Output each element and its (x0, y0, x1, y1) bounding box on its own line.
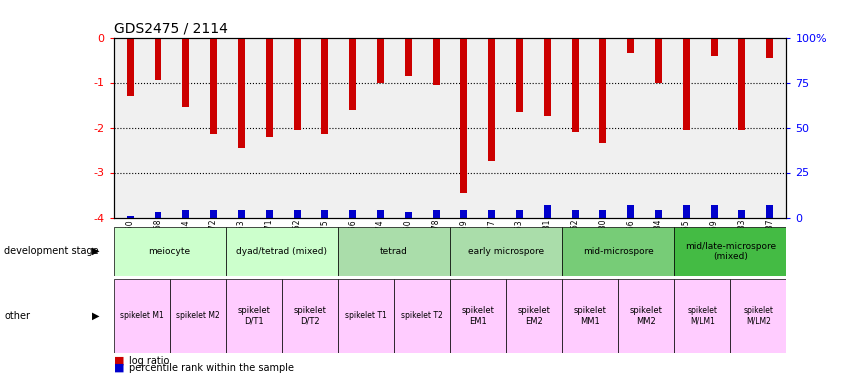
Text: mid-microspore: mid-microspore (583, 247, 653, 256)
Text: spikelet M2: spikelet M2 (176, 311, 220, 320)
Bar (432, 210, 440, 218)
Bar (321, 38, 328, 134)
Text: meiocyte: meiocyte (149, 247, 191, 256)
Bar (711, 205, 717, 218)
Text: dyad/tetrad (mixed): dyad/tetrad (mixed) (236, 247, 327, 256)
Bar (544, 38, 551, 116)
Bar (506, 279, 562, 352)
Text: spikelet
D/T1: spikelet D/T1 (237, 306, 270, 326)
Bar (127, 38, 134, 96)
Bar (182, 38, 189, 107)
Bar (738, 38, 745, 130)
Bar (618, 279, 674, 352)
Bar (155, 212, 161, 217)
Bar (394, 279, 450, 352)
Bar (562, 227, 674, 276)
Bar (155, 38, 161, 80)
Bar (450, 227, 562, 276)
Bar (488, 210, 495, 218)
Text: spikelet
MM1: spikelet MM1 (574, 306, 606, 326)
Bar (238, 210, 245, 218)
Bar (432, 38, 440, 85)
Text: early microspore: early microspore (468, 247, 544, 256)
Text: GDS2475 / 2114: GDS2475 / 2114 (114, 22, 227, 36)
Bar (572, 210, 579, 218)
Text: other: other (4, 311, 30, 321)
Bar (683, 205, 690, 218)
Bar (766, 38, 773, 58)
Bar (127, 216, 134, 217)
Text: mid/late-microspore
(mixed): mid/late-microspore (mixed) (685, 242, 776, 261)
Text: spikelet
MM2: spikelet MM2 (630, 306, 663, 326)
Bar (225, 227, 338, 276)
Bar (544, 205, 551, 218)
Bar (572, 38, 579, 132)
Bar (450, 279, 506, 352)
Bar (730, 279, 786, 352)
Text: spikelet
M/LM2: spikelet M/LM2 (743, 306, 774, 326)
Bar (282, 279, 338, 352)
Bar (627, 205, 634, 218)
Bar (114, 227, 225, 276)
Bar (170, 279, 225, 352)
Text: spikelet M1: spikelet M1 (119, 311, 163, 320)
Text: ▶: ▶ (92, 311, 99, 321)
Bar (294, 210, 300, 218)
Bar (405, 212, 412, 217)
Bar (210, 210, 217, 218)
Text: spikelet T2: spikelet T2 (401, 311, 442, 320)
Bar (210, 38, 217, 134)
Bar (655, 38, 662, 82)
Bar (738, 210, 745, 218)
Text: percentile rank within the sample: percentile rank within the sample (129, 363, 294, 373)
Text: spikelet
D/T2: spikelet D/T2 (294, 306, 326, 326)
Bar (338, 279, 394, 352)
Text: spikelet
M/LM1: spikelet M/LM1 (687, 306, 717, 326)
Bar (683, 38, 690, 130)
Text: ■: ■ (114, 363, 124, 373)
Bar (766, 205, 773, 218)
Bar (600, 210, 606, 218)
Bar (349, 38, 356, 109)
Bar (182, 210, 189, 218)
Text: spikelet
EM1: spikelet EM1 (462, 306, 495, 326)
Bar (600, 38, 606, 143)
Text: development stage: development stage (4, 246, 99, 256)
Text: tetrad: tetrad (380, 247, 408, 256)
Bar (238, 38, 245, 148)
Text: ▶: ▶ (92, 246, 99, 256)
Bar (562, 279, 618, 352)
Bar (405, 38, 412, 76)
Text: log ratio: log ratio (129, 356, 169, 366)
Bar (674, 279, 730, 352)
Bar (627, 38, 634, 53)
Bar (516, 38, 523, 112)
Bar (674, 227, 786, 276)
Bar (349, 210, 356, 218)
Bar (377, 38, 383, 82)
Bar (516, 210, 523, 218)
Bar (114, 279, 170, 352)
Bar (711, 38, 717, 56)
Bar (338, 227, 450, 276)
Bar (225, 279, 282, 352)
Bar (655, 210, 662, 218)
Bar (488, 38, 495, 161)
Text: ■: ■ (114, 356, 124, 366)
Bar (460, 38, 468, 193)
Text: spikelet
EM2: spikelet EM2 (517, 306, 551, 326)
Bar (266, 210, 272, 218)
Bar (266, 38, 272, 136)
Bar (294, 38, 300, 130)
Bar (460, 210, 468, 218)
Bar (377, 210, 383, 218)
Bar (321, 210, 328, 218)
Text: spikelet T1: spikelet T1 (345, 311, 387, 320)
